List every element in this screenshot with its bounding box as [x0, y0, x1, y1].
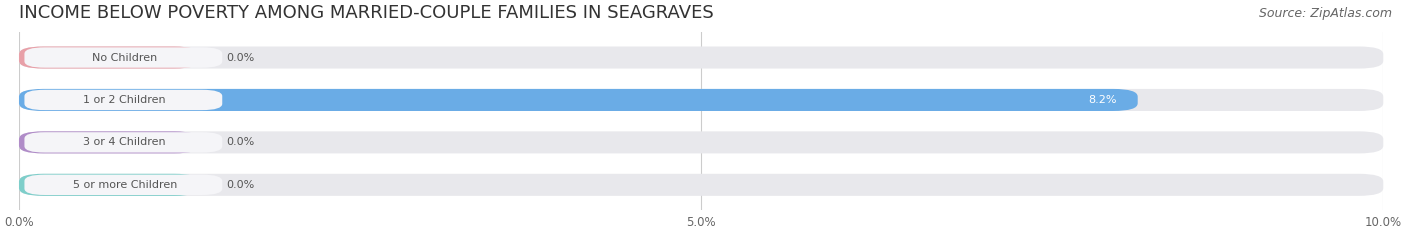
FancyBboxPatch shape [24, 90, 222, 110]
FancyBboxPatch shape [18, 131, 198, 153]
FancyBboxPatch shape [18, 46, 1384, 69]
FancyBboxPatch shape [18, 89, 1137, 111]
FancyBboxPatch shape [18, 174, 198, 196]
FancyBboxPatch shape [18, 131, 1384, 153]
Text: 5 or more Children: 5 or more Children [73, 180, 177, 190]
FancyBboxPatch shape [24, 132, 222, 153]
Text: INCOME BELOW POVERTY AMONG MARRIED-COUPLE FAMILIES IN SEAGRAVES: INCOME BELOW POVERTY AMONG MARRIED-COUPL… [18, 4, 714, 22]
Text: No Children: No Children [91, 52, 157, 62]
Text: 0.0%: 0.0% [226, 137, 254, 147]
Text: 1 or 2 Children: 1 or 2 Children [83, 95, 166, 105]
FancyBboxPatch shape [18, 174, 1384, 196]
FancyBboxPatch shape [18, 89, 1384, 111]
Text: 8.2%: 8.2% [1088, 95, 1118, 105]
Text: 0.0%: 0.0% [226, 180, 254, 190]
Text: 3 or 4 Children: 3 or 4 Children [83, 137, 166, 147]
Text: Source: ZipAtlas.com: Source: ZipAtlas.com [1258, 7, 1392, 20]
FancyBboxPatch shape [24, 175, 222, 195]
FancyBboxPatch shape [18, 46, 198, 69]
FancyBboxPatch shape [24, 47, 222, 68]
Text: 0.0%: 0.0% [226, 52, 254, 62]
